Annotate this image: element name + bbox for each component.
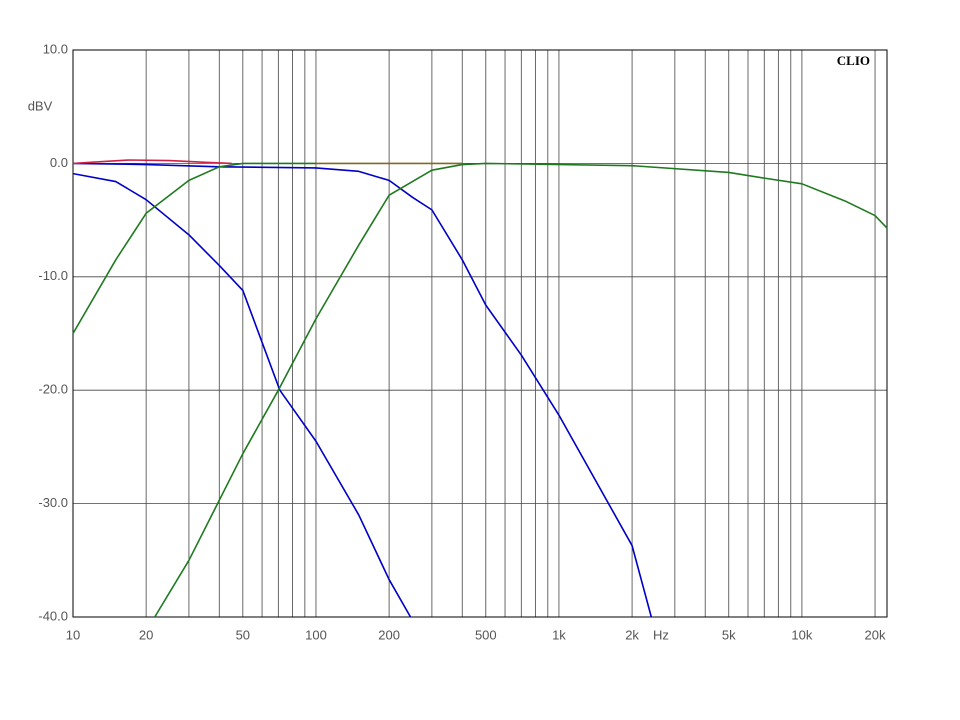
y-tick-label: -20.0: [38, 382, 68, 397]
x-tick-label: 2k: [625, 627, 639, 642]
series-line: [72, 162, 653, 618]
x-axis-label: Hz: [653, 627, 669, 642]
series-line: [154, 162, 888, 618]
x-tick-label: 5k: [722, 627, 736, 642]
badge: CLIO: [837, 53, 870, 68]
x-tick-label: 200: [378, 627, 400, 642]
y-tick-label: 10.0: [43, 41, 68, 56]
x-tick-label: 10k: [791, 627, 812, 642]
x-tick-label: 500: [475, 627, 497, 642]
series-line: [72, 159, 232, 165]
series-line: [72, 172, 412, 618]
x-tick-label: 50: [236, 627, 250, 642]
y-tick-label: -40.0: [38, 608, 68, 623]
y-tick-label: -10.0: [38, 268, 68, 283]
x-tick-label: 20: [139, 627, 153, 642]
series-line: [72, 162, 316, 334]
x-tick-label: 100: [305, 627, 327, 642]
x-tick-label: 1k: [552, 627, 566, 642]
y-tick-label: -30.0: [38, 495, 68, 510]
y-tick-label: 0.0: [50, 155, 68, 170]
y-axis-label: dBV: [28, 98, 53, 113]
x-tick-label: 20k: [865, 627, 886, 642]
x-tick-label: 10: [66, 627, 80, 642]
